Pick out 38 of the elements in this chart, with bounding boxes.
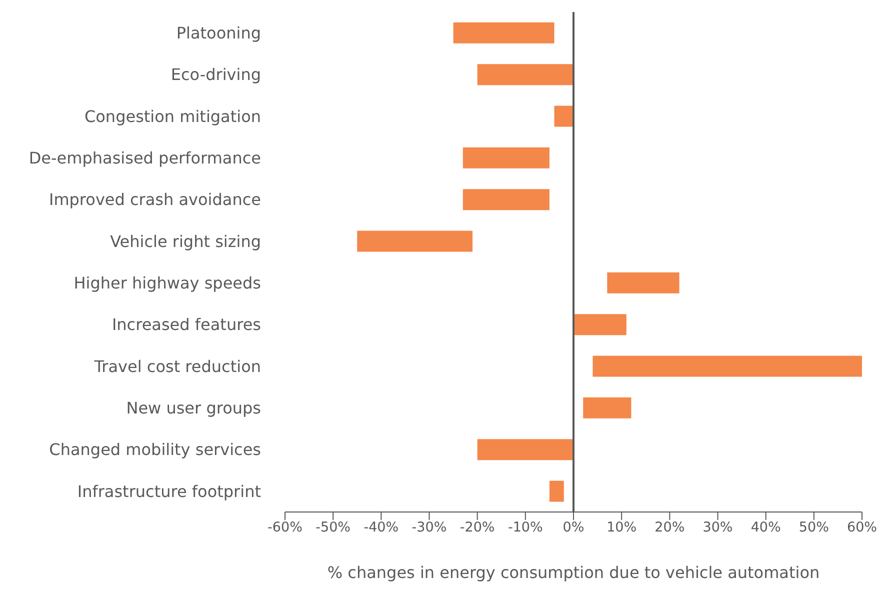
x-tick-label: 60%: [846, 520, 878, 536]
x-tick-label: 50%: [798, 520, 830, 536]
bar: [453, 22, 554, 44]
y-tick-label: Vehicle right sizing: [110, 232, 261, 251]
x-tick-label: 40%: [750, 520, 782, 536]
bar: [583, 397, 632, 418]
bar: [462, 147, 550, 168]
y-tick-label: Increased features: [112, 315, 261, 334]
x-tick-label: 20%: [654, 520, 685, 536]
bar: [549, 480, 564, 502]
y-tick-label: Improved crash avoidance: [48, 190, 261, 210]
y-tick-label: Higher highway speeds: [74, 274, 261, 293]
x-tick-label: -40%: [364, 520, 399, 536]
y-tick-label: De-emphasised performance: [28, 148, 261, 168]
x-tick-label: -60%: [268, 520, 303, 536]
bar: [554, 106, 574, 127]
bar: [592, 356, 862, 377]
bar: [357, 230, 473, 252]
x-tick-label: -50%: [316, 520, 351, 536]
bar: [477, 64, 574, 86]
bar: [574, 314, 626, 336]
x-tick-label: 10%: [606, 520, 637, 536]
y-tick-label: Platooning: [176, 24, 261, 43]
x-tick-label: -30%: [412, 520, 447, 536]
x-tick-label: -20%: [460, 520, 495, 536]
x-tick-label: -10%: [508, 520, 544, 536]
bar: [462, 189, 550, 210]
y-tick-label: Congestion mitigation: [84, 106, 261, 126]
y-tick-label: Travel cost reduction: [93, 356, 261, 376]
y-tick-label: Eco-driving: [170, 65, 261, 84]
y-tick-label: Changed mobility services: [49, 440, 261, 460]
bar: [607, 272, 680, 294]
x-tick-label: 30%: [702, 520, 733, 536]
x-axis-title: % changes in energy consumption due to vehicle automation: [327, 563, 820, 582]
bar: [477, 439, 574, 460]
y-tick-label: Infrastructure footprint: [77, 482, 261, 501]
x-tick-label: 0%: [562, 520, 584, 536]
y-tick-label: New user groups: [126, 398, 261, 418]
